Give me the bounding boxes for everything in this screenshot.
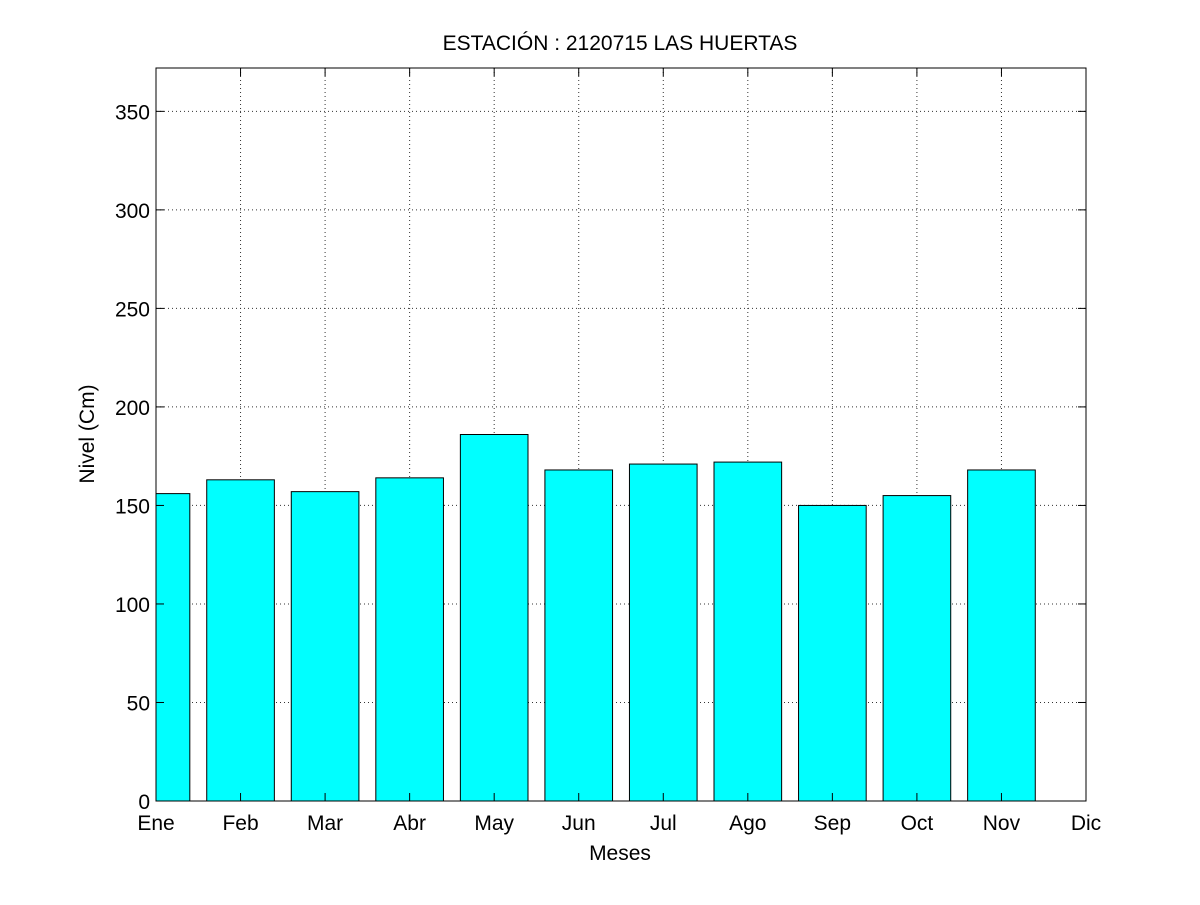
- x-tick-label: Ene: [137, 812, 174, 835]
- y-tick-label: 300: [115, 200, 150, 223]
- y-tick-labels: 0 50 100 150 200 250 300 350: [115, 101, 150, 814]
- bar-jul: [628, 463, 698, 802]
- bar-sep: [798, 504, 867, 802]
- chart-title: ESTACIÓN : 2120715 LAS HUERTAS: [443, 32, 798, 55]
- x-axis-label: Meses: [589, 842, 651, 865]
- y-tick-label: 100: [115, 594, 150, 617]
- x-tick-label: Mar: [307, 812, 343, 835]
- bar-jun: [544, 469, 614, 802]
- bar-ene: [155, 493, 191, 802]
- x-tick-labels: Ene Feb Mar Abr May Jun Jul Ago Sep Oct Nov Dic: [137, 812, 1101, 835]
- x-tick-label: Sep: [814, 812, 851, 835]
- x-tick-label: Ago: [729, 812, 766, 835]
- axis-ticks: [155, 68, 1087, 802]
- x-tick-label: Nov: [983, 812, 1021, 835]
- x-tick-label: May: [474, 812, 514, 835]
- bars: [155, 434, 1036, 802]
- x-tick-label: Jul: [650, 812, 677, 835]
- bar-may: [459, 434, 529, 802]
- y-tick-label: 150: [115, 495, 150, 518]
- bar-mar: [290, 491, 360, 802]
- bar-oct: [882, 495, 952, 802]
- bar-abr: [375, 477, 444, 802]
- y-tick-label: 0: [138, 791, 150, 814]
- y-tick-label: 250: [115, 298, 150, 321]
- x-tick-label: Abr: [393, 812, 426, 835]
- y-tick-label: 350: [115, 101, 150, 124]
- axes-frame: [155, 67, 1087, 802]
- bar-ago: [713, 461, 783, 802]
- x-tick-label: Dic: [1071, 812, 1101, 835]
- y-tick-label: 200: [115, 397, 150, 420]
- y-tick-label: 50: [127, 692, 150, 715]
- x-tick-label: Jun: [562, 812, 596, 835]
- y-axis-label: Nivel (Cm): [76, 384, 99, 483]
- x-tick-label: Feb: [222, 812, 258, 835]
- bar-nov: [967, 469, 1036, 802]
- grid-lines: [156, 68, 1086, 801]
- bar-feb: [206, 479, 275, 802]
- x-tick-label: Oct: [901, 812, 934, 835]
